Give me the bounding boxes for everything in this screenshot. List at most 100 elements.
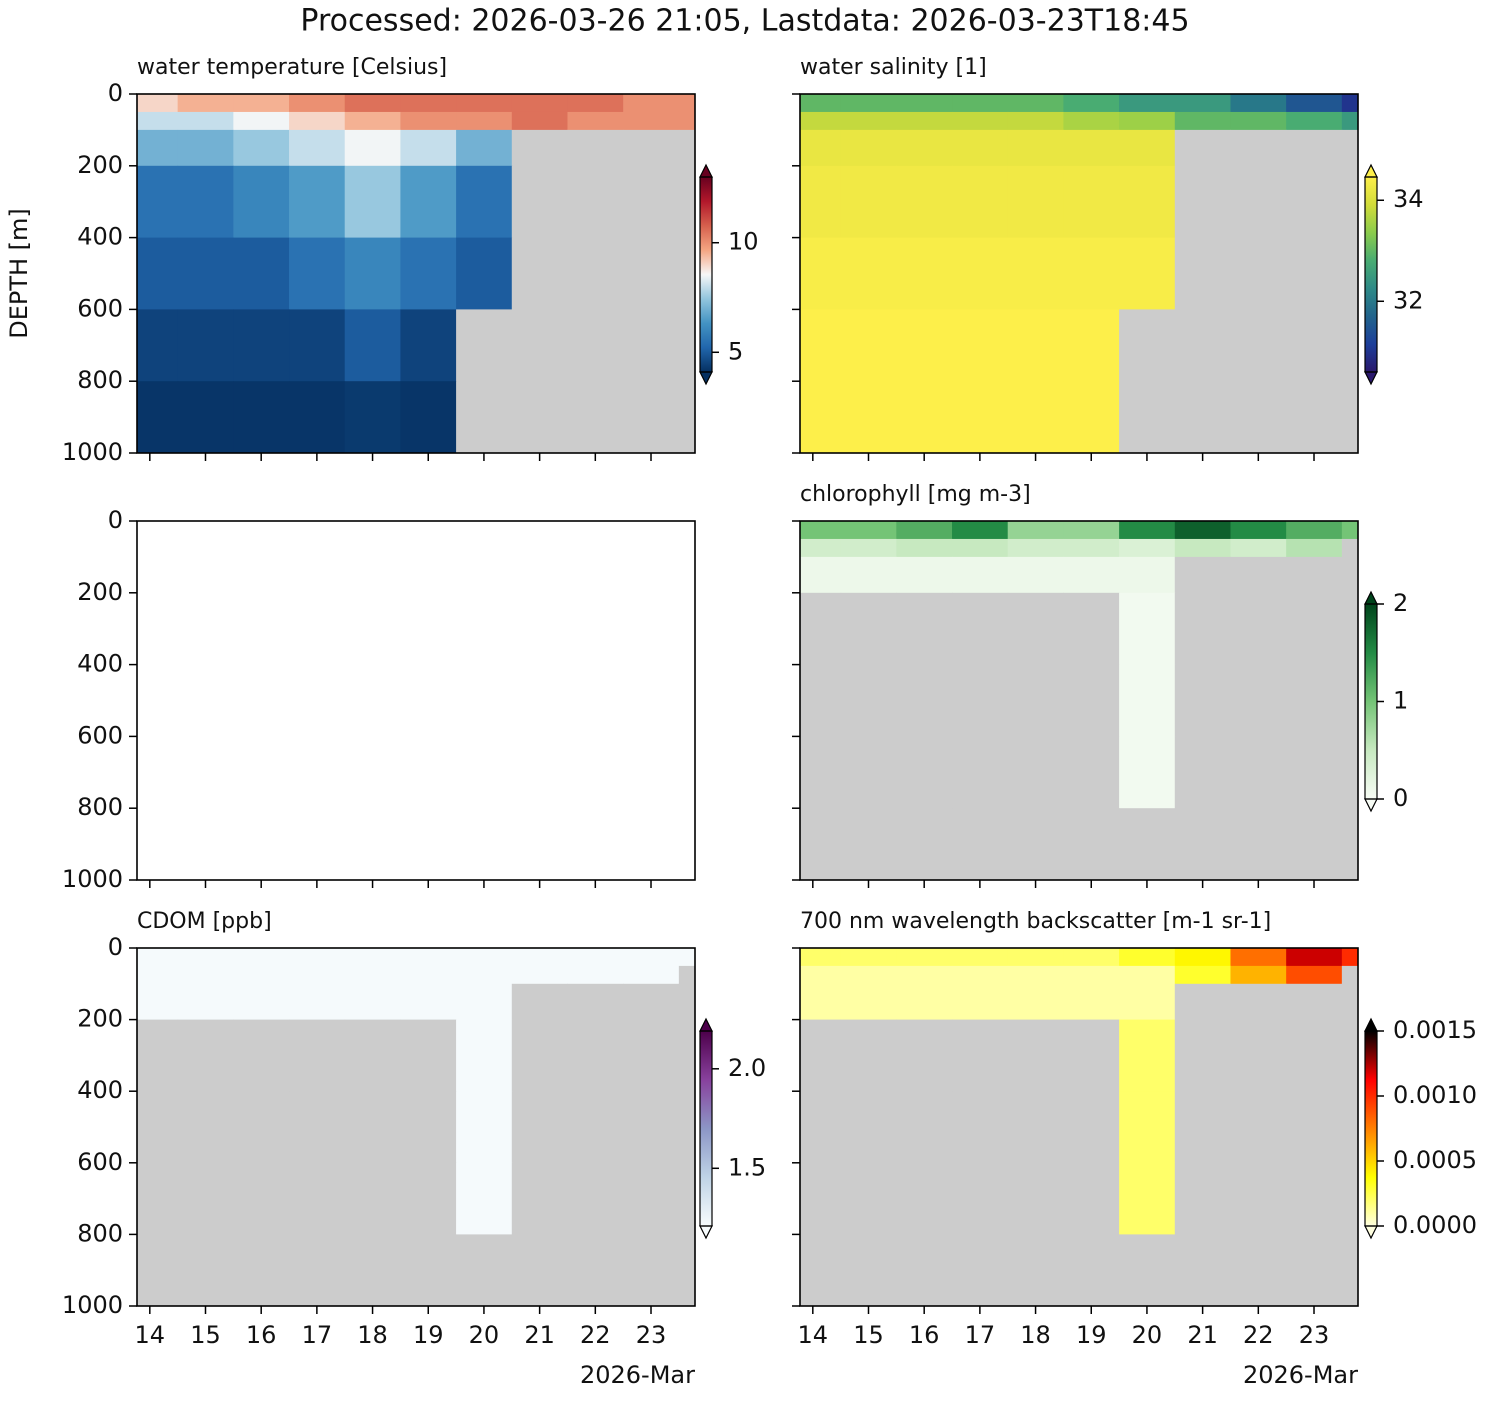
missing-cell	[1063, 664, 1120, 737]
missing-cell	[289, 1234, 346, 1307]
missing-cell	[1063, 808, 1120, 881]
x-tick-label: 18	[357, 1321, 388, 1349]
heatmap-cell	[896, 94, 953, 113]
missing-cell	[1007, 808, 1064, 881]
missing-cell	[896, 664, 953, 737]
x-tick-label: 17	[302, 1321, 333, 1349]
missing-cell	[1174, 1091, 1231, 1164]
heatmap-cell	[137, 948, 179, 967]
colorbar	[1365, 177, 1377, 372]
missing-cell	[800, 664, 842, 737]
missing-cell	[1341, 309, 1359, 382]
missing-cell	[678, 1234, 696, 1307]
missing-cell	[1341, 664, 1359, 737]
heatmap-cell	[800, 381, 842, 454]
heatmap-cell	[1341, 521, 1359, 540]
heatmap-cell	[177, 309, 234, 382]
heatmap-cell	[840, 111, 897, 131]
y-tick-label: 0	[108, 933, 123, 961]
panel-title: water temperature [Celsius]	[137, 55, 447, 80]
heatmap-cell	[567, 948, 624, 967]
colorbar-tick-label: 0.0015	[1393, 1016, 1477, 1044]
y-tick-label: 800	[77, 366, 123, 394]
heatmap-cell	[344, 948, 401, 967]
missing-cell	[344, 1091, 401, 1164]
y-tick-label: 1000	[62, 1291, 123, 1319]
missing-cell	[1174, 129, 1231, 167]
heatmap-cell	[896, 129, 953, 167]
x-tick-label: 20	[1132, 1321, 1163, 1349]
heatmap-cell	[1119, 965, 1176, 985]
heatmap-cell	[137, 965, 179, 985]
heatmap-cell	[840, 165, 897, 239]
heatmap-cell	[1174, 94, 1231, 113]
heatmap-cell	[800, 309, 842, 382]
heatmap-cell	[344, 983, 401, 1021]
missing-cell	[1174, 237, 1231, 310]
panel: water temperature [Celsius] 0 200 400 600 800…	[5, 55, 759, 466]
heatmap-cell	[456, 983, 513, 1021]
missing-cell	[800, 1091, 842, 1164]
missing-cell	[567, 1091, 624, 1164]
colorbar-extend-top	[1364, 163, 1378, 178]
missing-cell	[511, 165, 568, 239]
heatmap-cell	[1063, 538, 1120, 558]
missing-cell	[623, 1234, 680, 1307]
missing-cell	[567, 129, 624, 167]
missing-cell	[456, 309, 513, 382]
heatmap-cell	[400, 111, 457, 131]
heatmap-cell	[678, 94, 696, 113]
heatmap-cell	[952, 129, 1009, 167]
heatmap-cell	[896, 309, 953, 382]
heatmap-cell	[456, 1162, 513, 1235]
heatmap-cell	[1286, 111, 1343, 131]
heatmap-cell	[1007, 237, 1064, 310]
heatmap-cell	[1007, 983, 1064, 1021]
heatmap-cell	[1286, 521, 1343, 540]
x-tick-label: 23	[1299, 1321, 1330, 1349]
y-tick-label: 800	[77, 793, 123, 821]
panel-title: chlorophyll [mg m-3]	[800, 482, 1031, 507]
heatmap-cell	[1119, 129, 1176, 167]
heatmap-cell	[137, 309, 179, 382]
heatmap-cell	[800, 521, 842, 540]
missing-cell	[137, 1091, 179, 1164]
missing-cell	[840, 1019, 897, 1092]
missing-cell	[952, 1162, 1009, 1235]
heatmap-cell	[1007, 556, 1064, 594]
heatmap-cell	[289, 111, 346, 131]
heatmap-cell	[800, 94, 842, 113]
heatmap-cell	[233, 381, 290, 454]
heatmap-cell	[233, 965, 290, 985]
colorbar-extend-bottom	[1364, 1225, 1378, 1240]
missing-cell	[1119, 309, 1176, 382]
y-tick-label: 400	[77, 650, 123, 678]
plot-area	[137, 521, 695, 880]
missing-cell	[800, 1234, 842, 1307]
missing-cell	[567, 983, 624, 1021]
heatmap-cell	[177, 111, 234, 131]
heatmap-cell	[1007, 538, 1064, 558]
missing-cell	[1341, 165, 1359, 239]
missing-cell	[567, 237, 624, 310]
missing-cell	[233, 1019, 290, 1092]
missing-cell	[1341, 1162, 1359, 1235]
missing-cell	[678, 381, 696, 454]
x-tick-label: 15	[190, 1321, 221, 1349]
missing-cell	[896, 1162, 953, 1235]
missing-cell	[344, 1234, 401, 1307]
y-tick-label: 600	[77, 1148, 123, 1176]
x-tick-label: 14	[135, 1321, 166, 1349]
heatmap-cell	[1119, 556, 1176, 594]
missing-cell	[1063, 736, 1120, 809]
heatmap-cell	[456, 94, 513, 113]
missing-cell	[800, 1019, 842, 1092]
missing-cell	[840, 664, 897, 737]
missing-cell	[233, 1234, 290, 1307]
heatmap-cell	[952, 237, 1009, 310]
missing-cell	[1341, 129, 1359, 167]
missing-cell	[952, 1234, 1009, 1307]
heatmap-cell	[1119, 1091, 1176, 1164]
colorbar-tick-label: 32	[1393, 286, 1424, 314]
